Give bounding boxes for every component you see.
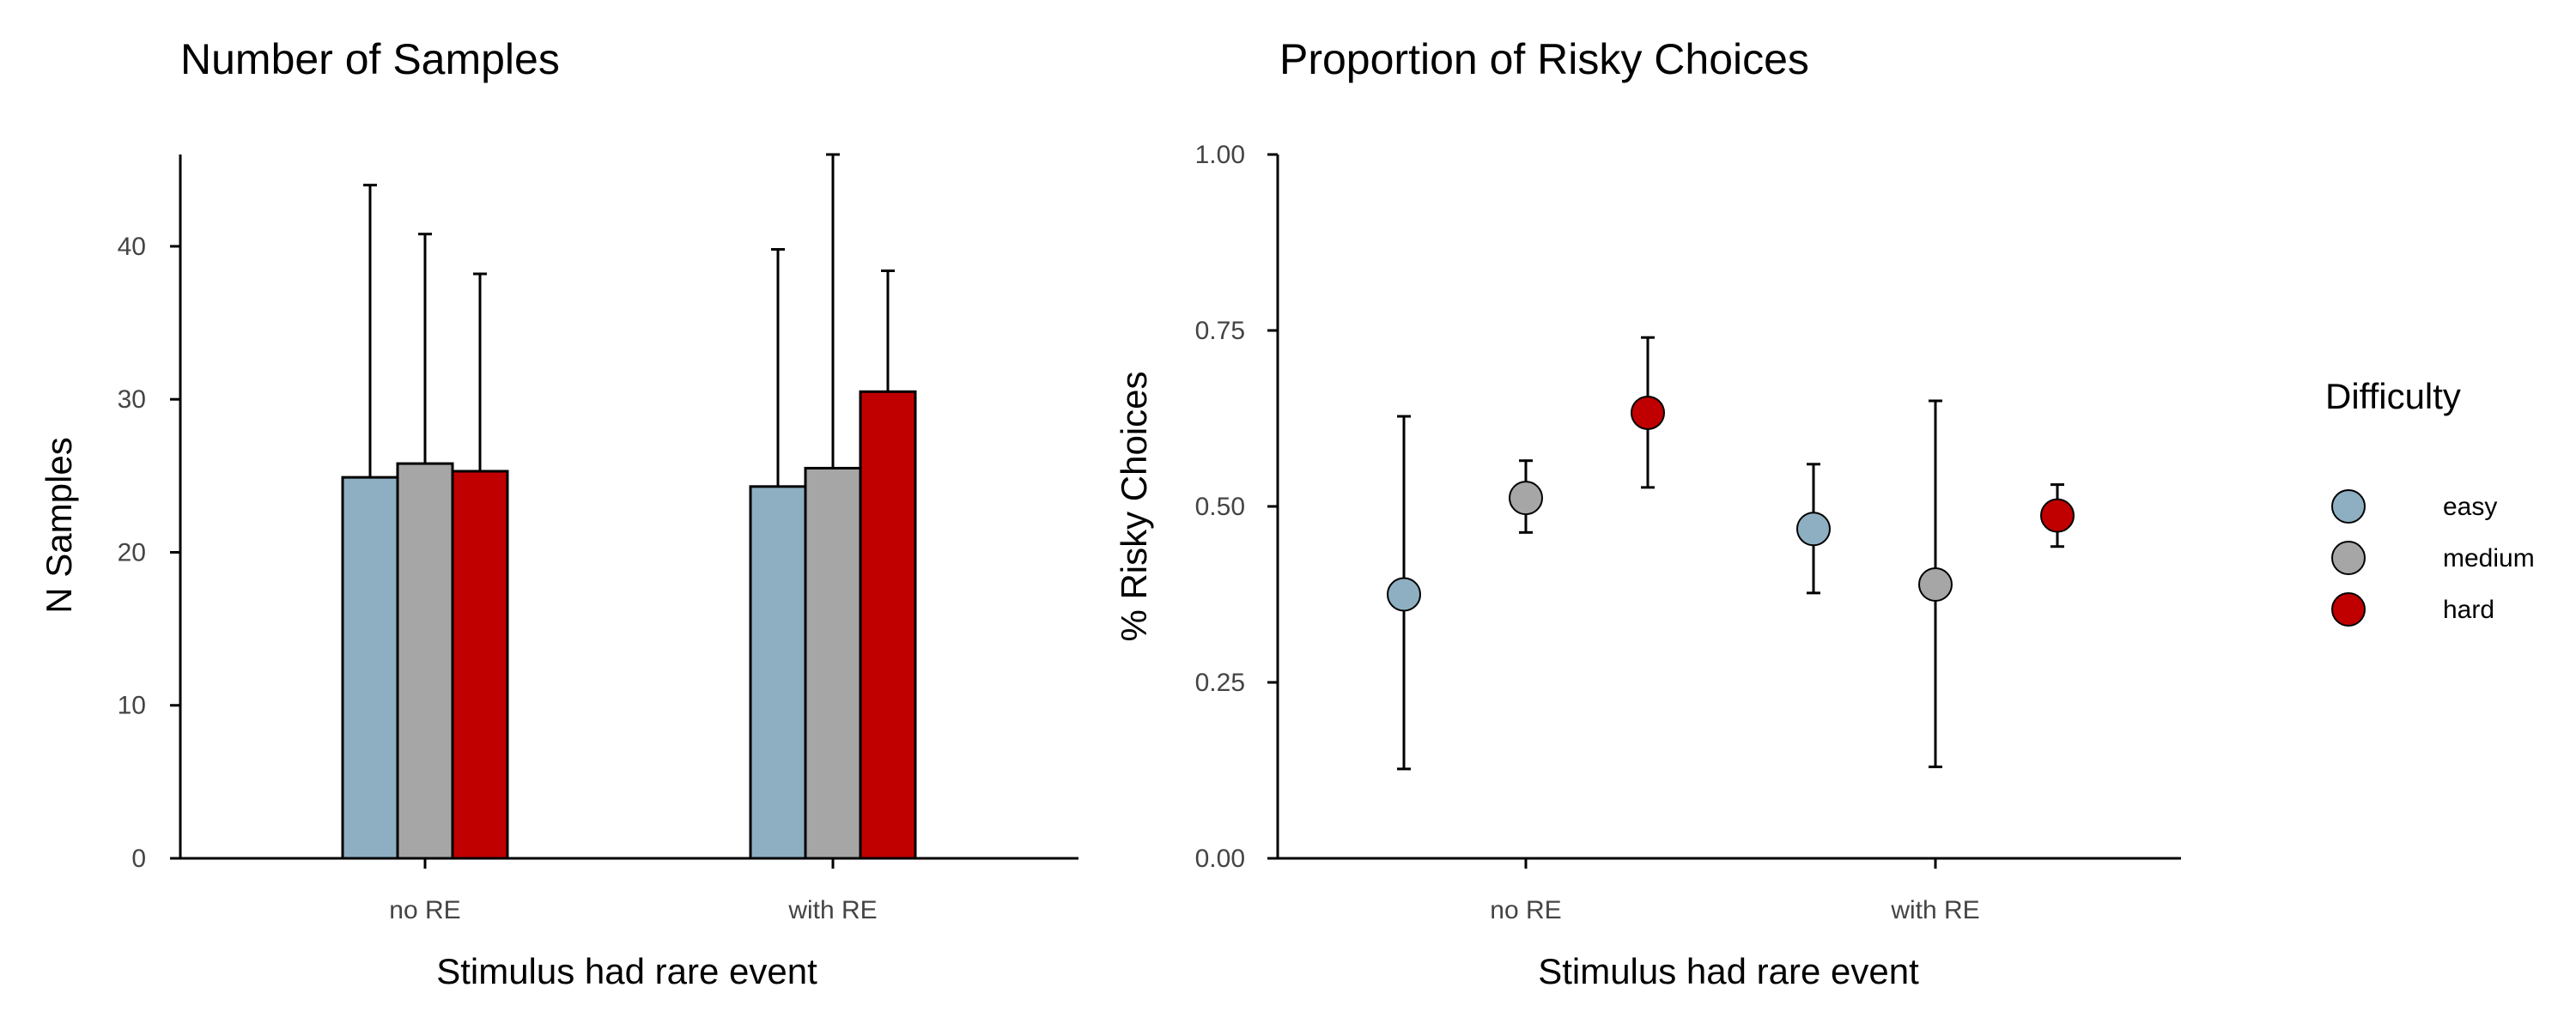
bar-chart-x-tick-label-with-re: with RE (787, 896, 877, 924)
bar-chart-error-bars (363, 153, 895, 487)
bar-chart-bars (341, 390, 917, 860)
bar-hard-no-re (451, 470, 509, 860)
dot-chart-x-axis-title: Stimulus had rare event (1538, 951, 1919, 991)
legend-label-hard: hard (2443, 596, 2494, 624)
point-easy-no-re (1387, 577, 1421, 612)
point-medium-with-re (1918, 567, 1953, 603)
bar-chart-y-axis: 0 10 20 30 40 (118, 154, 182, 873)
dot-chart-y-axis: 0.00 0.25 0.50 0.75 1.00 (1195, 141, 1279, 873)
bar-chart-x-tick-label-no-re: no RE (389, 896, 460, 924)
dot-chart-y-axis-title: % Risky Choices (1114, 371, 1154, 641)
point-medium-no-re (1509, 481, 1543, 516)
legend: Difficulty easy medium hard (2325, 376, 2535, 627)
bar-chart-x-axis: no RE with RE (175, 857, 1078, 924)
dot-chart-points (1387, 395, 2075, 612)
bar-easy-with-re (749, 485, 807, 860)
legend-label-easy: easy (2443, 493, 2497, 521)
bar-chart-y-tick-label: 20 (118, 538, 146, 566)
dot-chart-y-tick-label: 0.00 (1195, 845, 1245, 873)
dot-chart-y-tick-label: 0.75 (1195, 317, 1245, 345)
dot-chart-error-bars (1397, 336, 2064, 771)
dot-chart-y-tick-label: 1.00 (1195, 141, 1245, 169)
legend-title: Difficulty (2325, 376, 2461, 416)
dot-chart-panel: Proportion of Risky Choices % Risky Choi… (1114, 35, 2181, 991)
bar-chart-title: Number of Samples (180, 35, 560, 83)
point-hard-with-re (2040, 498, 2075, 533)
point-easy-with-re (1796, 512, 1831, 547)
legend-items: easy medium hard (2331, 489, 2535, 627)
legend-marker-easy (2331, 489, 2366, 524)
dot-chart-title: Proportion of Risky Choices (1279, 35, 1809, 83)
bar-hard-with-re (859, 390, 917, 860)
dot-chart-y-tick-label: 0.50 (1195, 493, 1245, 521)
legend-marker-medium (2331, 541, 2366, 575)
legend-label-medium: medium (2443, 544, 2535, 573)
bar-chart-y-axis-title: N Samples (39, 437, 79, 613)
point-hard-no-re (1631, 395, 1665, 430)
bar-easy-no-re (341, 476, 399, 860)
bar-chart-panel: Number of Samples N Samples Stimulus had… (39, 35, 1078, 991)
bar-chart-y-tick-label: 30 (118, 385, 146, 414)
bar-chart-x-axis-title: Stimulus had rare event (436, 951, 817, 991)
bar-chart-y-tick-label: 40 (118, 233, 146, 261)
dot-chart-x-tick-label-no-re: no RE (1490, 896, 1561, 924)
dot-chart-x-axis: no RE with RE (1273, 857, 2181, 924)
bar-medium-with-re (804, 466, 862, 860)
bar-medium-no-re (396, 462, 454, 860)
bar-chart-y-tick-label: 0 (131, 845, 146, 873)
dot-chart-x-tick-label-with-re: with RE (1890, 896, 1979, 924)
legend-marker-hard (2331, 592, 2366, 627)
dot-chart-y-tick-label: 0.25 (1195, 669, 1245, 697)
bar-chart-y-tick-label: 10 (118, 692, 146, 720)
